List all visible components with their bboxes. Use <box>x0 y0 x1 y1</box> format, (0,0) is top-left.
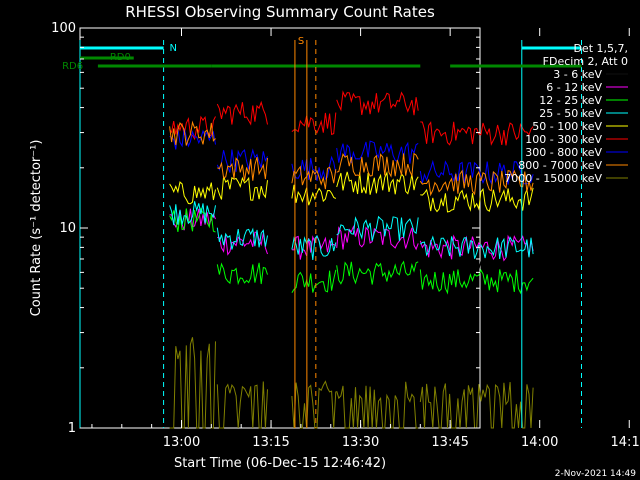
x-tick-label-5: 14:15 <box>611 435 640 450</box>
legend-entry-7: 800 - 7000 keV <box>518 159 602 172</box>
y-tick-label-2: 100 <box>51 21 76 36</box>
legend-entry-4: 50 - 100 keV <box>532 120 602 133</box>
legend-entry-2: 12 - 25 keV <box>539 94 602 107</box>
y-tick-label-0: 1 <box>68 421 76 436</box>
legend-entry-1: 6 - 12 keV <box>546 81 602 94</box>
series-line-2 <box>169 207 534 295</box>
series-line-5 <box>169 90 534 146</box>
x-tick-label-2: 13:30 <box>342 435 379 450</box>
y-axis-label: Count Rate (s⁻¹ detector⁻¹) <box>29 140 44 317</box>
marker-label-rd0: RD0 <box>110 52 131 63</box>
legend-header-1: FDecim 2, Att 0 <box>543 55 628 68</box>
series-layer <box>169 90 534 429</box>
legend-entry-6: 300 - 800 keV <box>525 146 602 159</box>
marker-label-n: N <box>170 43 177 54</box>
axis-layer: 13:00 13:15 13:30 13:45 14:00 14:15 1 10 100 <box>51 21 640 450</box>
legend-entry-0: 3 - 6 keV <box>553 68 602 81</box>
series-line-0 <box>169 219 534 281</box>
marker-label-rd6: RD6 <box>62 61 83 72</box>
x-tick-label-0: 13:00 <box>163 435 200 450</box>
x-tick-label-4: 14:00 <box>521 435 558 450</box>
legend-entry-3: 25 - 50 keV <box>539 107 602 120</box>
series-line-8 <box>169 337 534 429</box>
legend-entry-5: 100 - 300 keV <box>525 133 602 146</box>
legend-header-0: Det 1,5,7, <box>573 42 628 55</box>
footer-timestamp: 2-Nov-2021 14:49 <box>555 469 637 479</box>
x-axis-label: Start Time (06-Dec-15 12:46:42) <box>174 456 386 471</box>
series-line-7 <box>169 120 534 197</box>
plot-frame <box>79 27 481 429</box>
series-line-3 <box>169 201 534 260</box>
x-tick-label-3: 13:45 <box>431 435 468 450</box>
series-line-1 <box>169 208 534 262</box>
series-line-4 <box>169 170 534 213</box>
marker-layer: RD0 RD6 N S <box>62 36 582 428</box>
x-tick-label-1: 13:15 <box>252 435 289 450</box>
marker-label-s: S <box>298 36 304 47</box>
legend-entry-8: 7000 - 15000 keV <box>504 172 602 185</box>
series-line-6 <box>169 128 534 185</box>
chart-title: RHESSI Observing Summary Count Rates <box>125 3 435 21</box>
y-tick-label-1: 10 <box>59 221 76 236</box>
